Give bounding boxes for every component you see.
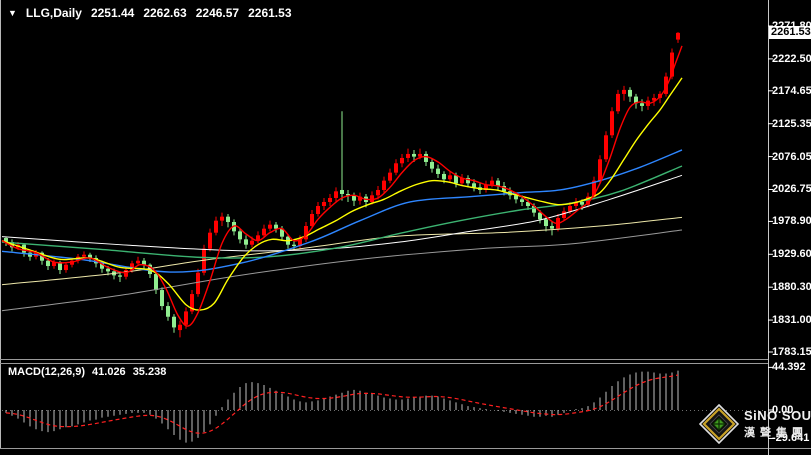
price-axis-tick-label: 1880.30	[772, 281, 811, 294]
price-axis-tick-label: 2026.75	[772, 183, 811, 196]
macd-signal-value: 35.238	[132, 366, 167, 378]
sino-sound-diamond-logo-icon	[699, 404, 739, 444]
price-axis-tick-label: 2222.50	[772, 52, 811, 65]
ma-blue-medium	[1, 149, 683, 273]
macd-axis-tick-label: -29.641	[772, 432, 810, 445]
ma-red-fast	[1, 45, 683, 327]
high-value: 2262.63	[143, 6, 187, 20]
ma-khaki-slow	[1, 216, 683, 286]
price-axis-tick-label: 1929.60	[772, 248, 811, 261]
chart-header: ▼ LLG,Daily 2251.44 2262.63 2246.57 2261…	[8, 6, 292, 20]
brand-name-cn: 漢聲集團	[744, 427, 808, 439]
symbol-dropdown-icon: ▼	[8, 8, 17, 18]
macd-main-value: 41.026	[92, 366, 126, 378]
price-axis-tick-label: 1831.00	[772, 314, 811, 327]
current-price-tag: 2261.53	[769, 26, 811, 40]
low-value: 2246.57	[195, 6, 240, 20]
price-axis-tick-label: 1783.15	[772, 345, 811, 358]
macd-name: MACD(12,26,9)	[8, 366, 86, 378]
price-axis-tick-label: 2076.05	[772, 150, 811, 163]
close-value: 2261.53	[248, 6, 292, 20]
macd-axis-tick-label: 44.392	[772, 361, 806, 374]
ma-yellow-slow-fast	[1, 77, 683, 311]
price-axis-tick-label: 2174.65	[772, 84, 811, 97]
price-axis-tick-label: 1978.90	[772, 215, 811, 228]
macd-group	[2, 370, 766, 443]
open-value: 2251.44	[90, 6, 135, 20]
ma-white-long	[1, 174, 683, 252]
broker-watermark: SiNO SOUND 漢聲集團	[699, 404, 811, 444]
macd-indicator-label: MACD(12,26,9) 41.026 35.238	[8, 366, 166, 378]
brand-name-en: SiNO SOUND	[744, 408, 811, 423]
price-axis-tick-label: 2125.35	[772, 117, 811, 130]
ma-gray-slowest	[1, 229, 683, 312]
candles-group	[4, 32, 680, 338]
symbol-period-label: LLG,Daily	[25, 6, 82, 20]
macd-axis-tick-label: 0.00	[772, 404, 794, 416]
